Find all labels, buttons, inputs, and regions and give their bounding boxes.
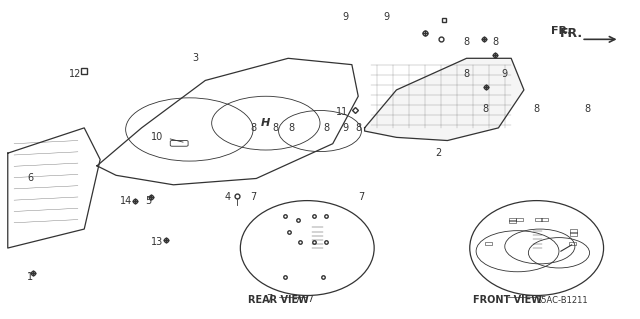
- Text: 13: 13: [152, 237, 164, 247]
- Text: 9: 9: [384, 12, 390, 22]
- Text: 8: 8: [483, 104, 489, 114]
- Text: 9: 9: [342, 12, 349, 22]
- Ellipse shape: [470, 201, 604, 295]
- Text: FR.: FR.: [560, 26, 583, 40]
- Text: 8: 8: [355, 123, 362, 133]
- Text: 8: 8: [288, 123, 294, 133]
- Text: 8: 8: [323, 123, 330, 133]
- Text: S5AC-B1211: S5AC-B1211: [536, 296, 588, 305]
- Text: 10: 10: [152, 132, 164, 142]
- Bar: [541, 218, 548, 221]
- Bar: [509, 218, 516, 221]
- Bar: [485, 242, 492, 245]
- Ellipse shape: [241, 201, 374, 295]
- Text: 3: 3: [193, 53, 199, 63]
- Text: 11: 11: [336, 107, 348, 117]
- Text: 8: 8: [463, 69, 470, 79]
- Text: 6: 6: [27, 174, 33, 183]
- Text: 9: 9: [502, 69, 508, 79]
- Bar: [509, 219, 516, 223]
- Bar: [570, 229, 577, 233]
- Text: FR.: FR.: [551, 26, 572, 36]
- Text: 8: 8: [492, 38, 499, 48]
- Text: 7: 7: [266, 293, 272, 304]
- Text: 4: 4: [225, 192, 230, 203]
- Text: 8: 8: [584, 104, 591, 114]
- Text: 1: 1: [27, 271, 33, 281]
- Bar: [569, 242, 576, 245]
- Text: REAR VIEW: REAR VIEW: [248, 295, 309, 305]
- Text: 8: 8: [250, 123, 256, 133]
- Polygon shape: [365, 58, 524, 141]
- Text: H: H: [261, 118, 271, 128]
- Text: 7: 7: [358, 192, 365, 203]
- Text: 7: 7: [294, 293, 301, 304]
- Text: 8: 8: [463, 38, 470, 48]
- Polygon shape: [97, 58, 358, 185]
- Text: 2: 2: [435, 148, 441, 158]
- Text: 8: 8: [534, 104, 540, 114]
- Bar: [516, 218, 523, 221]
- Bar: [535, 218, 541, 221]
- Text: 7: 7: [307, 293, 314, 304]
- Bar: [570, 232, 577, 236]
- Text: 12: 12: [68, 69, 81, 79]
- Text: 9: 9: [342, 123, 349, 133]
- Text: 7: 7: [250, 192, 256, 203]
- Text: 8: 8: [273, 123, 278, 133]
- Text: 5: 5: [145, 196, 151, 206]
- Text: FRONT VIEW: FRONT VIEW: [474, 295, 543, 305]
- Text: 14: 14: [120, 196, 132, 206]
